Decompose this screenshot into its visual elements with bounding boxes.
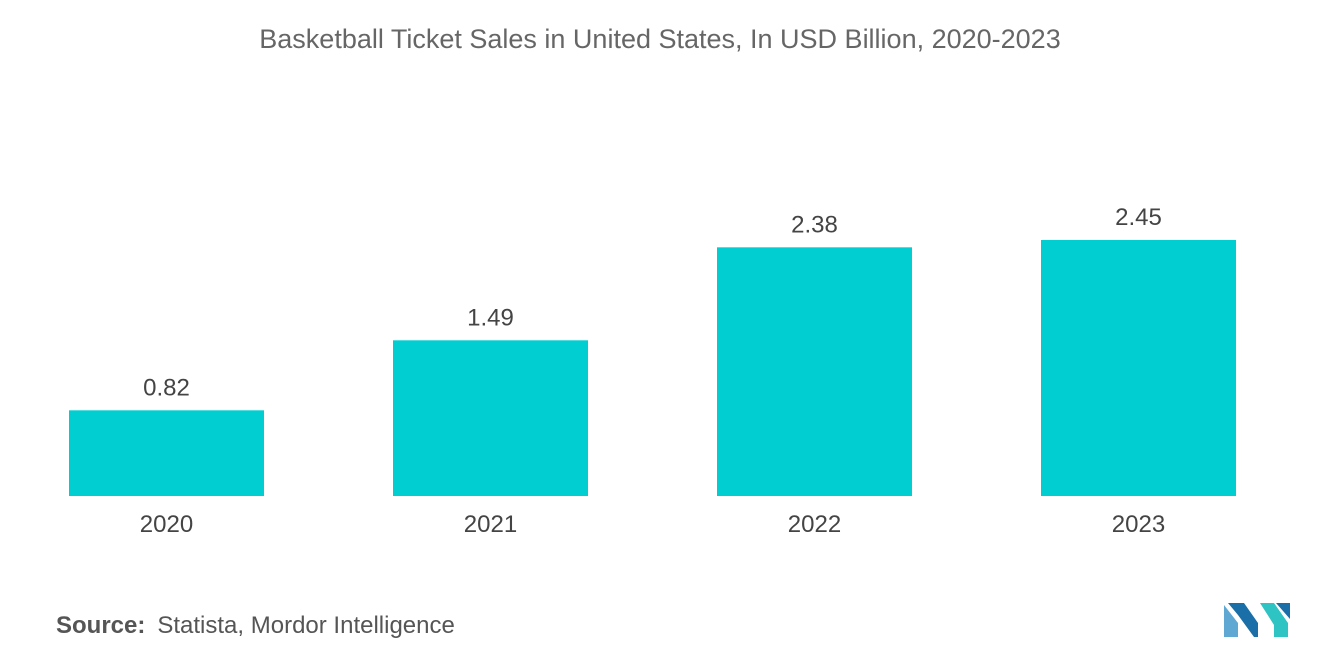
- bar-2022: [717, 247, 912, 496]
- bar-2020: [69, 410, 264, 496]
- bar-chart: 0.82 2020 1.49 2021 2.38 2022 2.45 2023: [69, 204, 1236, 538]
- mordor-intelligence-logo-icon: [1224, 603, 1290, 637]
- source-label: Source:: [56, 612, 146, 639]
- bar-2023: [1041, 240, 1236, 496]
- data-label-2021: 1.49: [467, 304, 514, 331]
- x-tick-label-2023: 2023: [1112, 511, 1165, 538]
- source-note: Source: Statista, Mordor Intelligence: [56, 612, 455, 640]
- chart-title: Basketball Ticket Sales in United States…: [259, 24, 1061, 54]
- source-text: Statista, Mordor Intelligence: [157, 612, 455, 639]
- x-tick-label-2021: 2021: [464, 511, 517, 538]
- data-label-2022: 2.38: [791, 211, 838, 238]
- bar-2021: [393, 340, 588, 496]
- x-tick-label-2020: 2020: [140, 511, 193, 538]
- x-tick-label-2022: 2022: [788, 511, 841, 538]
- data-label-2020: 0.82: [143, 374, 190, 401]
- data-label-2023: 2.45: [1115, 204, 1162, 231]
